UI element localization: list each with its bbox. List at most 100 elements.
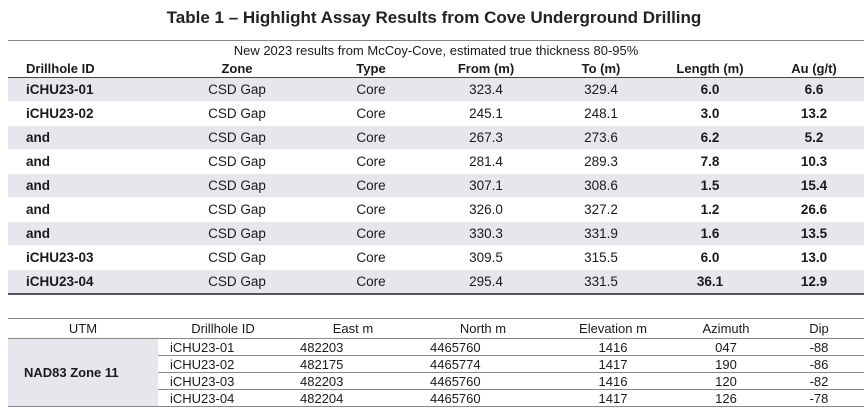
cell-dip: -82 [774, 372, 864, 390]
cell-to: 331.9 [546, 221, 656, 246]
cell-to: 331.5 [546, 269, 656, 295]
table-row: and CSD Gap Core 330.3 331.9 1.6 13.5 [8, 221, 865, 246]
col-header-au: Au (g/t) [764, 59, 865, 78]
col-header-zone: Zone [158, 59, 316, 78]
cell-east: 482203 [288, 372, 418, 390]
cell-from: 267.3 [426, 125, 546, 150]
cell-from: 330.3 [426, 221, 546, 246]
cell-length: 6.2 [656, 125, 764, 150]
table-subtitle: New 2023 results from McCoy-Cove, estima… [8, 40, 865, 59]
col-header-from: From (m) [426, 59, 546, 78]
col-header-utm: UTM [8, 318, 158, 339]
cell-to: 273.6 [546, 125, 656, 150]
cell-length: 1.2 [656, 197, 764, 222]
utm-zone-label: NAD83 Zone 11 [8, 338, 158, 407]
col-header-east: East m [288, 318, 418, 339]
cell-from: 307.1 [426, 173, 546, 198]
cell-type: Core [316, 173, 426, 198]
cell-au: 13.0 [764, 245, 865, 270]
cell-zone: CSD Gap [158, 173, 316, 198]
cell-drillhole: iCHU23-04 [158, 389, 288, 407]
cell-drillhole: iCHU23-02 [158, 355, 288, 373]
cell-zone: CSD Gap [158, 101, 316, 126]
cell-from: 295.4 [426, 269, 546, 295]
table-row: and CSD Gap Core 326.0 327.2 1.2 26.6 [8, 197, 865, 222]
cell-zone: CSD Gap [158, 269, 316, 295]
cell-zone: CSD Gap [158, 221, 316, 246]
cell-drillhole: iCHU23-03 [158, 372, 288, 390]
table-row: and CSD Gap Core 281.4 289.3 7.8 10.3 [8, 149, 865, 174]
cell-au: 26.6 [764, 197, 865, 222]
cell-type: Core [316, 101, 426, 126]
cell-east: 482203 [288, 338, 418, 356]
cell-elevation: 1417 [548, 389, 678, 407]
cell-zone: CSD Gap [158, 149, 316, 174]
cell-elevation: 1417 [548, 355, 678, 373]
cell-length: 7.8 [656, 149, 764, 174]
cell-to: 289.3 [546, 149, 656, 174]
col-header-azimuth: Azimuth [678, 318, 774, 339]
cell-au: 13.5 [764, 221, 865, 246]
table-row: and CSD Gap Core 307.1 308.6 1.5 15.4 [8, 173, 865, 198]
cell-azimuth: 126 [678, 389, 774, 407]
cell-type: Core [316, 125, 426, 150]
cell-drillhole: iCHU23-01 [158, 338, 288, 356]
cell-au: 10.3 [764, 149, 865, 174]
cell-north: 4465774 [418, 355, 548, 373]
cell-drillhole: and [8, 173, 158, 198]
cell-elevation: 1416 [548, 338, 678, 356]
table-row: iCHU23-04 CSD Gap Core 295.4 331.5 36.1 … [8, 269, 865, 295]
cell-drillhole: and [8, 221, 158, 246]
table-row: iCHU23-03 482203 4465760 1416 120 -82 [8, 372, 864, 390]
cell-type: Core [316, 149, 426, 174]
cell-north: 4465760 [418, 372, 548, 390]
cell-drillhole: iCHU23-04 [8, 269, 158, 295]
table-row: iCHU23-01 CSD Gap Core 323.4 329.4 6.0 6… [8, 77, 865, 102]
col-header-drillhole: Drillhole ID [158, 318, 288, 339]
table-header-row: UTM Drillhole ID East m North m Elevatio… [8, 318, 864, 339]
cell-east: 482204 [288, 389, 418, 407]
cell-drillhole: and [8, 197, 158, 222]
cell-dip: -86 [774, 355, 864, 373]
cell-from: 326.0 [426, 197, 546, 222]
table-row: iCHU23-02 CSD Gap Core 245.1 248.1 3.0 1… [8, 101, 865, 126]
col-header-elevation: Elevation m [548, 318, 678, 339]
cell-north: 4465760 [418, 389, 548, 407]
cell-zone: CSD Gap [158, 197, 316, 222]
cell-east: 482175 [288, 355, 418, 373]
cell-type: Core [316, 245, 426, 270]
cell-elevation: 1416 [548, 372, 678, 390]
cell-zone: CSD Gap [158, 245, 316, 270]
cell-type: Core [316, 77, 426, 102]
cell-length: 1.6 [656, 221, 764, 246]
cell-type: Core [316, 221, 426, 246]
table-row: iCHU23-03 CSD Gap Core 309.5 315.5 6.0 1… [8, 245, 865, 270]
col-header-to: To (m) [546, 59, 656, 78]
table-header-row: Drillhole ID Zone Type From (m) To (m) L… [8, 59, 865, 78]
cell-length: 36.1 [656, 269, 764, 295]
cell-au: 5.2 [764, 125, 865, 150]
table-row: NAD83 Zone 11 iCHU23-01 482203 4465760 1… [8, 338, 864, 407]
cell-length: 6.0 [656, 245, 764, 270]
cell-from: 245.1 [426, 101, 546, 126]
col-header-length: Length (m) [656, 59, 764, 78]
cell-azimuth: 047 [678, 338, 774, 356]
assay-results-table: New 2023 results from McCoy-Cove, estima… [8, 40, 865, 295]
cell-dip: -88 [774, 338, 864, 356]
cell-type: Core [316, 197, 426, 222]
cell-from: 309.5 [426, 245, 546, 270]
cell-to: 315.5 [546, 245, 656, 270]
table-row: iCHU23-04 482204 4465760 1417 126 -78 [8, 389, 864, 407]
cell-drillhole: iCHU23-01 [8, 77, 158, 102]
cell-drillhole: and [8, 149, 158, 174]
cell-type: Core [316, 269, 426, 295]
cell-dip: -78 [774, 389, 864, 407]
cell-length: 1.5 [656, 173, 764, 198]
cell-north: 4465760 [418, 338, 548, 356]
col-header-north: North m [418, 318, 548, 339]
col-header-drillhole: Drillhole ID [8, 59, 158, 78]
cell-azimuth: 120 [678, 372, 774, 390]
cell-length: 6.0 [656, 77, 764, 102]
utm-coordinates-table: UTM Drillhole ID East m North m Elevatio… [8, 318, 864, 407]
table-row: iCHU23-02 482175 4465774 1417 190 -86 [8, 355, 864, 373]
